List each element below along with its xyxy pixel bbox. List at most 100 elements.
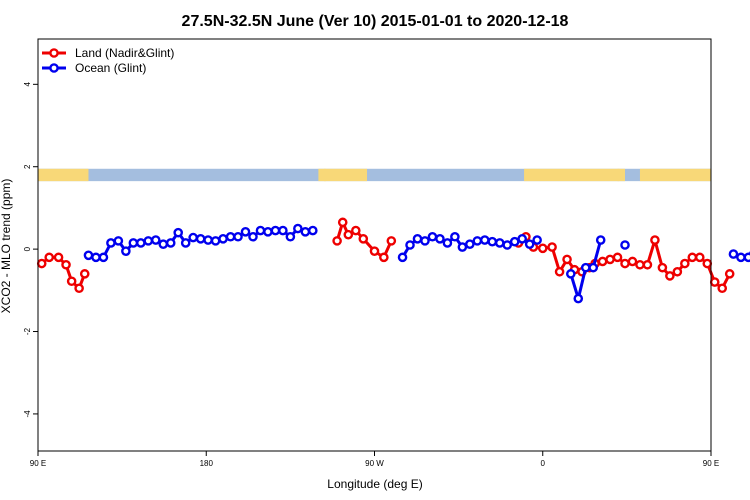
data-point: [106, 238, 116, 248]
data-point: [728, 249, 739, 259]
y-axis: -4 -2 0 2 4: [23, 82, 38, 417]
data-point: [36, 258, 47, 269]
data-point: [308, 225, 318, 236]
data-point: [405, 240, 415, 250]
data-point: [427, 231, 438, 242]
data-point: [702, 258, 713, 269]
legend-label: Land (Nadir&Glint): [75, 46, 174, 60]
data-point: [53, 252, 64, 263]
data-point: [435, 234, 445, 244]
data-point: [218, 234, 228, 244]
land-band-segment: [639, 168, 711, 182]
data-point: [255, 225, 266, 236]
data-point: [98, 252, 109, 263]
x-axis-label: Longitude (deg E): [327, 477, 422, 491]
data-point: [225, 231, 236, 242]
data-point: [358, 234, 369, 244]
data-point: [66, 276, 77, 287]
data-point: [270, 225, 281, 236]
series-layer: [36, 217, 750, 304]
chart-title: 27.5N-32.5N June (Ver 10) 2015-01-01 to …: [182, 13, 569, 30]
x-tick-label: 90 E: [30, 459, 46, 468]
y-tick-label: 0: [23, 246, 32, 251]
data-point: [285, 231, 296, 242]
data-point: [386, 236, 397, 246]
data-point: [293, 223, 303, 234]
data-point: [173, 227, 184, 238]
data-point: [44, 252, 55, 263]
data-point: [379, 252, 389, 263]
data-point: [547, 242, 557, 252]
data-point: [300, 227, 311, 237]
data-point: [113, 236, 124, 246]
legend: Land (Nadir&Glint)Ocean (Glint): [42, 46, 174, 75]
data-point: [210, 236, 221, 246]
data-point: [180, 238, 191, 248]
x-tick-label: 0: [541, 459, 546, 468]
data-point: [61, 259, 71, 270]
data-point: [605, 254, 615, 265]
data-point: [509, 236, 520, 247]
land-band-segment: [38, 168, 89, 182]
x-tick-label: 180: [200, 459, 214, 468]
data-point: [580, 262, 591, 273]
data-point: [412, 234, 423, 244]
data-point: [665, 271, 675, 281]
series-land: [36, 217, 735, 294]
data-point: [128, 238, 139, 248]
data-point: [278, 225, 288, 236]
land-band-segment: [318, 168, 326, 182]
data-point: [554, 266, 565, 277]
land-band-segment: [524, 168, 620, 182]
data-point: [687, 252, 698, 263]
data-point: [650, 235, 660, 245]
data-point: [612, 252, 623, 263]
data-point: [337, 217, 348, 228]
legend-label: Ocean (Glint): [75, 61, 146, 75]
data-point: [121, 246, 131, 256]
data-point: [487, 236, 498, 247]
data-point: [680, 258, 690, 269]
data-point: [565, 269, 576, 279]
data-point: [494, 238, 505, 248]
data-point: [588, 262, 599, 273]
data-point: [709, 277, 720, 287]
legend-swatch-marker: [49, 63, 59, 73]
data-point: [562, 254, 572, 265]
data-point: [672, 266, 683, 277]
land-mask-band: [38, 168, 711, 182]
data-point: [83, 250, 94, 261]
data-point: [736, 252, 746, 263]
data-point: [472, 236, 483, 246]
y-axis-label: XCO2 - MLO trend (ppm): [0, 179, 13, 314]
data-point: [240, 227, 251, 237]
data-point: [457, 242, 468, 252]
data-point: [233, 231, 243, 242]
data-point: [150, 235, 161, 245]
data-point: [532, 235, 542, 245]
land-band-segment: [617, 168, 626, 182]
data-point: [724, 269, 735, 279]
data-point: [450, 231, 460, 242]
y-tick-label: 4: [23, 82, 32, 87]
data-point: [158, 239, 169, 249]
land-band-segment: [324, 168, 368, 182]
data-point: [369, 246, 380, 256]
data-point: [343, 229, 354, 240]
data-point: [642, 259, 653, 270]
data-point: [195, 234, 206, 244]
series-ocean: [83, 223, 750, 304]
data-point: [165, 238, 176, 248]
data-point: [442, 238, 453, 248]
data-point: [465, 239, 475, 249]
data-point: [188, 232, 198, 243]
x-axis: 90 E 180 90 W 0 90 E: [30, 451, 719, 468]
data-point: [136, 238, 146, 248]
data-point: [479, 235, 490, 245]
x-tick-label: 90 E: [703, 459, 719, 468]
data-point: [263, 227, 273, 237]
data-point: [332, 236, 342, 246]
data-point: [620, 240, 630, 250]
data-point: [537, 243, 548, 254]
